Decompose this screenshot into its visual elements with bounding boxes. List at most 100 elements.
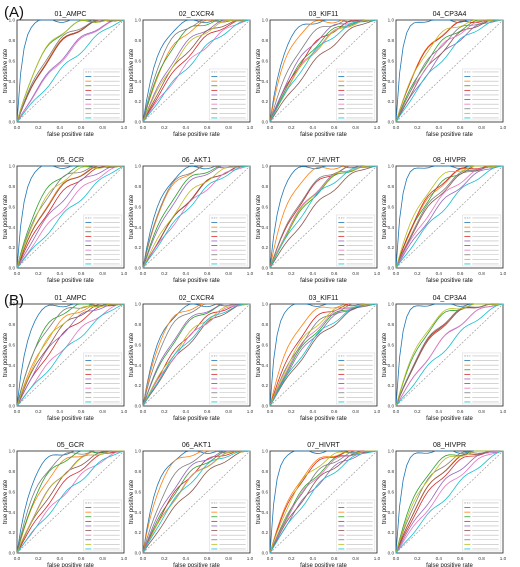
x-tick-label: 0.0 (267, 271, 274, 276)
y-tick-label: 0.4 (262, 510, 269, 515)
subplot-title: 04_CP3A4 (433, 295, 467, 302)
axes-frame (269, 165, 378, 269)
x-tick-label: 1.0 (500, 556, 507, 561)
y-tick-label: 0.2 (262, 383, 269, 388)
y-axis-label: true positive rate (256, 194, 262, 239)
x-tick-label: 0.6 (331, 556, 338, 561)
y-tick-label: 0.2 (135, 383, 142, 388)
x-tick-label: 0.6 (457, 271, 464, 276)
x-tick-label: 0.2 (288, 556, 295, 561)
roc-curve (142, 19, 250, 123)
y-tick-label: 0.8 (388, 322, 395, 327)
y-tick-label: 0.4 (262, 363, 269, 368)
roc-curve (395, 303, 504, 407)
roc-curve (269, 19, 377, 123)
x-tick-label: 0.2 (35, 271, 42, 276)
roc-curve (142, 165, 251, 269)
legend-box (83, 214, 123, 267)
y-tick-label: 0.2 (135, 99, 142, 104)
roc-curve (269, 19, 378, 123)
x-tick-label: 0.4 (310, 409, 317, 414)
y-tick-label: 0.2 (9, 383, 16, 388)
roc-curve (269, 303, 378, 407)
x-axis-label: false positive rate (300, 563, 347, 567)
x-tick-label: 0.4 (57, 556, 64, 561)
roc-curve (269, 450, 377, 554)
roc-curve (269, 165, 378, 269)
x-axis-label: false positive rate (300, 416, 347, 422)
roc-curve (16, 165, 125, 269)
x-tick-label: 0.6 (331, 125, 338, 130)
y-tick-label: 0.8 (262, 184, 269, 189)
subplot-title: 01_AMPC (55, 11, 87, 18)
x-tick-label: 1.0 (374, 409, 381, 414)
y-tick-label: 0.4 (135, 363, 142, 368)
subplot-title: 02_CXCR4 (179, 11, 215, 18)
random-roc-line (16, 165, 125, 269)
roc-curve (16, 303, 124, 407)
x-tick-label: 1.0 (247, 271, 254, 276)
y-tick-label: 0.4 (388, 225, 395, 230)
x-tick-label: 0.8 (99, 125, 106, 130)
y-tick-label: 0.4 (135, 225, 142, 230)
x-tick-label: 0.2 (288, 125, 295, 130)
x-tick-label: 1.0 (247, 409, 254, 414)
y-tick-label: 0.0 (388, 266, 395, 271)
random-roc-line (142, 165, 251, 269)
x-tick-label: 0.4 (436, 556, 443, 561)
roc-curve (16, 303, 124, 407)
roc-curve (16, 19, 125, 123)
random-roc-line (16, 303, 125, 407)
x-tick-label: 1.0 (500, 125, 507, 130)
roc-curve (142, 303, 251, 407)
panel-b-label: (B) (4, 292, 24, 309)
x-tick-label: 0.6 (204, 556, 211, 561)
y-tick-label: 0.8 (388, 38, 395, 43)
x-tick-label: 0.6 (331, 271, 338, 276)
x-tick-label: 1.0 (247, 556, 254, 561)
x-tick-label: 0.8 (225, 271, 232, 276)
y-tick-label: 0.4 (9, 510, 16, 515)
y-tick-label: 0.0 (9, 551, 16, 556)
y-axis-label: true positive rate (256, 479, 262, 524)
roc-curve (269, 450, 377, 554)
legend-box (336, 214, 376, 267)
roc-curve (269, 165, 378, 269)
roc-curve (142, 19, 251, 123)
axes-frame (16, 450, 125, 554)
x-axis-label: false positive rate (173, 278, 220, 284)
roc-curve (16, 165, 125, 269)
x-tick-label: 0.2 (161, 409, 168, 414)
y-tick-label: 1.0 (388, 449, 395, 454)
subplot-title: 08_HIVPR (433, 442, 466, 449)
roc-curve (269, 303, 377, 407)
x-tick-label: 0.0 (140, 409, 147, 414)
y-tick-label: 1.0 (388, 18, 395, 23)
roc-curve (395, 303, 504, 407)
legend-box (462, 352, 502, 405)
x-tick-label: 0.8 (478, 556, 485, 561)
x-tick-label: 0.6 (204, 409, 211, 414)
x-tick-label: 0.6 (457, 409, 464, 414)
roc-curve (269, 303, 378, 407)
roc-curve (16, 450, 125, 554)
x-tick-label: 0.4 (436, 409, 443, 414)
roc-curve (142, 165, 251, 269)
roc-curve (269, 19, 378, 123)
random-roc-line (395, 19, 504, 123)
x-tick-label: 0.0 (393, 556, 400, 561)
y-tick-label: 0.6 (9, 489, 16, 494)
x-tick-label: 0.6 (78, 556, 85, 561)
x-tick-label: 0.4 (57, 271, 64, 276)
x-tick-label: 0.0 (267, 125, 274, 130)
subplot-title: 02_CXCR4 (179, 295, 215, 302)
roc-curve (16, 450, 125, 554)
y-axis-label: true positive rate (256, 48, 262, 93)
roc-curve (142, 303, 250, 407)
roc-curve (142, 165, 250, 269)
y-tick-label: 0.2 (262, 99, 269, 104)
x-tick-label: 0.2 (35, 409, 42, 414)
y-tick-label: 0.6 (9, 204, 16, 209)
x-tick-label: 0.4 (183, 409, 190, 414)
axes-frame (269, 303, 378, 407)
